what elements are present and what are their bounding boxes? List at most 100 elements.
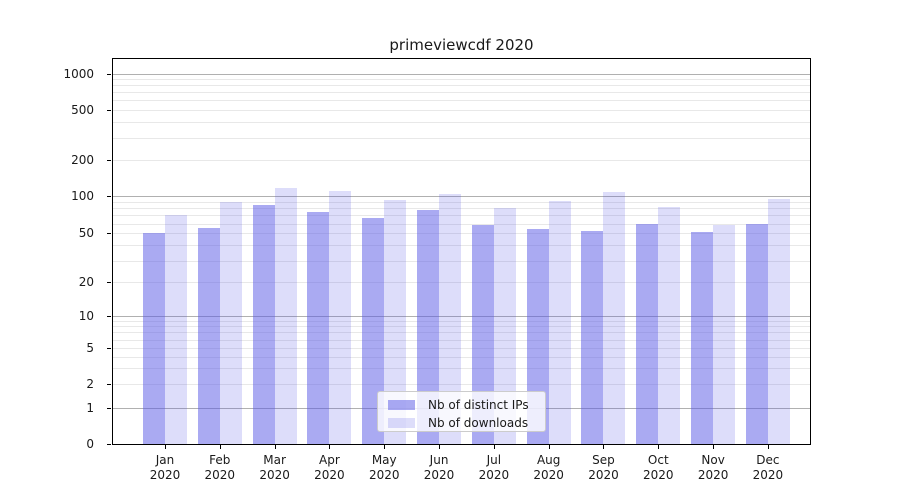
y-tick-mark-1 <box>107 408 111 409</box>
gridline-5 <box>113 347 810 349</box>
gridline-900 <box>113 78 810 80</box>
gridline-4 <box>113 356 810 358</box>
x-tick-mark-feb <box>219 445 221 449</box>
x-tick-mark-jan <box>165 445 166 449</box>
x-tick-label-mar: Mar 2020 <box>259 453 290 482</box>
y-tick-mark-1000 <box>107 73 111 75</box>
bar-dec-downloads <box>767 199 790 444</box>
bar-aug-ips <box>526 229 549 444</box>
gridline-700 <box>113 92 810 94</box>
y-tick-label-200: 200 <box>71 152 94 167</box>
gridline-60 <box>113 223 810 225</box>
plot-area: Nb of distinct IPs Nb of downloads <box>112 58 811 445</box>
gridline-30 <box>113 260 810 262</box>
x-tick-mark-may <box>384 445 386 449</box>
y-tick-label-0: 0 <box>86 437 94 451</box>
x-axis: Jan 2020 Feb 2020 Mar 2020 Apr 2020 May 2020 Jun 20… <box>112 445 811 500</box>
bar-feb-downloads <box>219 201 242 444</box>
gridline-9 <box>113 320 810 322</box>
x-tick-label-apr: Apr 2020 <box>314 453 345 482</box>
bar-sep-ips <box>581 231 604 444</box>
x-tick-label-dec: Dec 2020 <box>752 453 784 482</box>
bar-sep-downloads <box>603 192 626 444</box>
gridline-90 <box>113 201 810 203</box>
legend-swatch-downloads <box>388 417 415 428</box>
bar-may-downloads <box>384 199 407 444</box>
bar-nov-downloads <box>713 224 736 444</box>
bar-aug-downloads <box>548 201 571 444</box>
x-tick-label-nov: Nov 2020 <box>697 453 729 482</box>
x-tick-label-sep: Sep 2020 <box>588 453 619 482</box>
x-tick-label-jul: Jul 2020 <box>478 453 510 482</box>
y-tick-label-500: 500 <box>71 102 94 117</box>
bar-jan-ips <box>143 233 165 444</box>
gridline-1000 <box>113 73 810 75</box>
y-tick-mark-50 <box>107 233 111 235</box>
gridline-300 <box>113 137 810 139</box>
gridline-10 <box>113 315 810 317</box>
y-tick-mark-20 <box>107 281 111 283</box>
y-tick-label-50: 50 <box>78 226 94 241</box>
x-tick-mark-oct <box>658 445 660 449</box>
gridline-400 <box>113 121 810 123</box>
x-tick-mark-sep <box>603 445 605 449</box>
x-tick-mark-mar <box>274 445 276 449</box>
x-tick-mark-apr <box>329 445 331 449</box>
legend-item: Nb of distinct IPs <box>388 397 545 412</box>
y-tick-label-20: 20 <box>78 274 94 289</box>
y-tick-mark-200 <box>107 159 111 161</box>
gridline-6 <box>113 339 810 341</box>
bar-mar-ips <box>252 204 275 444</box>
y-tick-label-1000: 1000 <box>63 66 94 81</box>
bar-jun-ips <box>417 210 440 444</box>
y-tick-label-5: 5 <box>86 340 94 355</box>
chart-title: primeviewcdf 2020 <box>389 36 534 54</box>
bar-nov-ips <box>691 232 714 444</box>
legend-item: Nb of downloads <box>388 415 545 430</box>
x-tick-label-aug: Aug 2020 <box>533 453 564 482</box>
y-tick-mark-10 <box>107 315 111 317</box>
gridline-3 <box>113 368 810 370</box>
gridline-20 <box>113 281 810 283</box>
y-tick-label-1: 1 <box>86 401 94 415</box>
bar-jul-ips <box>471 224 494 444</box>
bar-jul-downloads <box>493 208 516 444</box>
bar-feb-ips <box>197 228 220 444</box>
y-tick-mark-100 <box>107 195 111 197</box>
y-tick-label-2: 2 <box>86 377 94 392</box>
x-tick-label-jun: Jun 2020 <box>423 453 455 482</box>
gridline-600 <box>113 100 810 102</box>
bar-apr-downloads <box>329 191 352 444</box>
legend: Nb of distinct IPs Nb of downloads <box>377 391 546 432</box>
y-tick-label-100: 100 <box>71 188 94 203</box>
bar-oct-downloads <box>658 206 681 444</box>
bar-oct-ips <box>636 223 659 444</box>
bar-jun-downloads <box>439 194 462 444</box>
x-tick-mark-aug <box>548 445 550 449</box>
gridline-800 <box>113 85 810 87</box>
bar-dec-ips <box>745 223 768 444</box>
legend-swatch-ips <box>388 399 415 410</box>
x-tick-label-oct: Oct 2020 <box>643 453 674 482</box>
x-tick-mark-jul <box>493 445 495 449</box>
gridline-8 <box>113 326 810 328</box>
y-tick-label-10: 10 <box>78 308 94 323</box>
gridline-70 <box>113 215 810 217</box>
y-axis: 0 1 2 5 10 20 50 100 200 500 1000 <box>0 58 112 451</box>
gridline-7 <box>113 332 810 334</box>
y-tick-mark-0 <box>107 444 111 445</box>
x-tick-label-may: May 2020 <box>368 453 400 482</box>
y-tick-mark-500 <box>107 109 111 111</box>
gridline-200 <box>113 159 810 161</box>
bar-mar-downloads <box>274 187 297 444</box>
x-tick-label-feb: Feb 2020 <box>204 453 236 482</box>
legend-label: Nb of downloads <box>428 415 529 430</box>
gridline-500 <box>113 109 810 111</box>
gridline-100 <box>113 195 810 197</box>
gridline-50 <box>113 233 810 235</box>
x-tick-mark-nov <box>713 445 715 449</box>
y-tick-mark-5 <box>107 347 111 349</box>
gridline-80 <box>113 208 810 210</box>
bar-may-ips <box>362 217 385 444</box>
